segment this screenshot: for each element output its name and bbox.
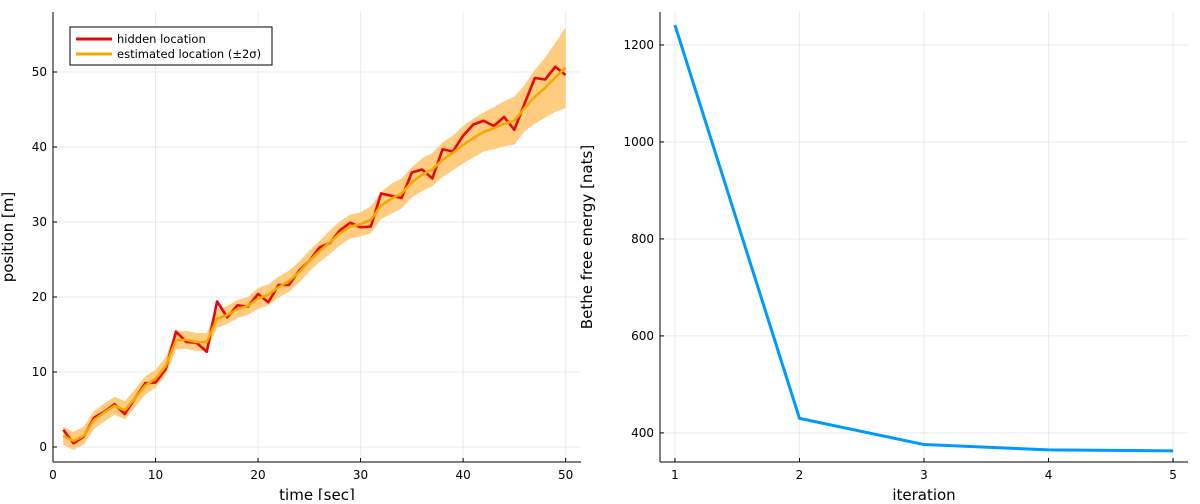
x-tick-label: 50 <box>558 468 573 482</box>
series-lines <box>62 65 567 445</box>
x-tick-labels: 0 10 20 30 40 50 <box>49 468 573 482</box>
y-tick-label: 10 <box>32 365 47 379</box>
y-tick-label: 50 <box>32 65 47 79</box>
y-tick-label: 20 <box>32 290 47 304</box>
legend-box <box>69 26 273 66</box>
x-tick-label: 1 <box>671 468 679 482</box>
x-tick-label: 30 <box>353 468 368 482</box>
x-tick-label: 40 <box>455 468 470 482</box>
y-tick-label: 40 <box>32 140 47 154</box>
estimated-location-line <box>62 66 567 443</box>
x-tick-labels: 1 2 3 4 5 <box>671 468 1177 482</box>
y-tick-label: 800 <box>631 232 654 246</box>
grid-lines <box>660 12 1188 462</box>
x-tick-label: 10 <box>148 468 163 482</box>
x-tick-label: 3 <box>920 468 928 482</box>
y-tick-label: 0 <box>39 440 47 454</box>
series-lines <box>673 24 1174 453</box>
y-tick-label: 1200 <box>623 38 654 52</box>
x-tick-label: 20 <box>250 468 265 482</box>
y-axis-label: position [m] <box>0 192 17 283</box>
free-energy-line <box>673 24 1174 453</box>
y-tick-labels: 0 10 20 30 40 50 <box>32 65 47 454</box>
y-tick-label: 600 <box>631 329 654 343</box>
y-tick-label: 400 <box>631 426 654 440</box>
y-tick-label: 30 <box>32 215 47 229</box>
y-tick-label: 1000 <box>623 135 654 149</box>
axes <box>52 12 581 463</box>
estimate-band-2sigma <box>63 27 566 450</box>
uncertainty-band <box>63 27 566 450</box>
legend-label-hidden-location: hidden location <box>117 32 206 46</box>
x-tick-label: 2 <box>796 468 804 482</box>
legend: hidden location estimated location (±2σ) <box>69 26 273 66</box>
x-tick-label: 5 <box>1169 468 1177 482</box>
y-axis-label: Bethe free energy [nats] <box>578 145 596 329</box>
x-axis-label: time [sec] <box>279 486 355 500</box>
x-tick-label: 0 <box>49 468 57 482</box>
x-tick-label: 4 <box>1045 468 1053 482</box>
legend-label-estimated-location: estimated location (±2σ) <box>117 47 261 61</box>
free-energy-chart: 1 2 3 4 5 400 600 800 1000 1200 iteration Bethe … <box>578 12 1188 504</box>
y-tick-labels: 400 600 800 1000 1200 <box>623 38 654 440</box>
position-chart: 0 10 20 30 40 50 0 10 20 30 40 50 time [sec] posit… <box>0 12 581 504</box>
axes <box>659 12 1188 463</box>
x-axis-label: iteration <box>892 486 955 500</box>
